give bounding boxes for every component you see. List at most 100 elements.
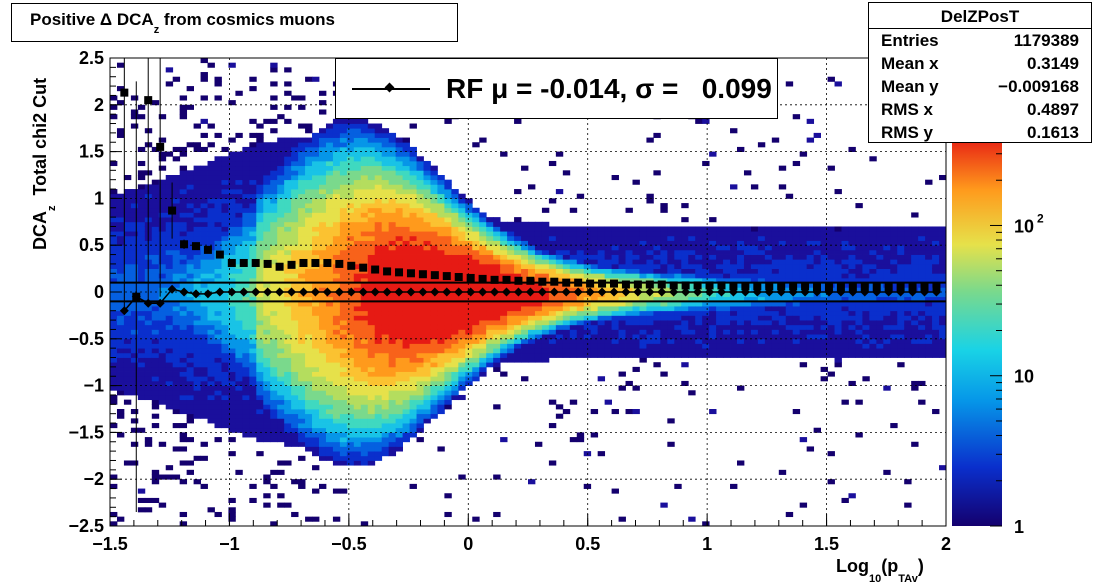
heatmap-bin (430, 352, 438, 358)
heatmap-bin (702, 160, 710, 167)
heatmap-bin (597, 254, 606, 260)
heatmap-bin (381, 273, 390, 279)
heatmap-bin (312, 203, 320, 209)
heatmap-bin (493, 292, 501, 298)
heatmap-bin (374, 277, 383, 284)
heatmap-bin (116, 273, 125, 279)
heatmap-bin (228, 511, 236, 518)
heatmap-bin (388, 259, 397, 265)
heatmap-bin (444, 193, 452, 199)
heatmap-bin (200, 352, 208, 358)
heatmap-bin (458, 226, 466, 232)
heatmap-bin (312, 282, 320, 288)
heatmap-bin (263, 493, 271, 499)
heatmap-bin (123, 385, 132, 391)
heatmap-bin (332, 343, 341, 349)
heatmap-bin (325, 427, 334, 433)
heatmap-bin (144, 343, 153, 349)
heatmap-bin (799, 277, 808, 284)
heatmap-bin (555, 320, 564, 326)
heatmap-bin (639, 296, 647, 302)
heatmap-bin (388, 310, 397, 316)
heatmap-bin (193, 142, 201, 148)
heatmap-bin (597, 324, 606, 330)
heatmap-bin (221, 179, 229, 185)
heatmap-bin (130, 287, 139, 293)
heatmap-bin (402, 423, 410, 429)
heatmap-bin (353, 240, 362, 246)
heatmap-bin (695, 259, 703, 265)
heatmap-bin (270, 62, 278, 68)
heatmap-bin (500, 254, 508, 260)
heatmap-bin (221, 156, 229, 162)
heatmap-bin (465, 352, 473, 358)
heatmap-bin (221, 189, 229, 195)
heatmap-bin (346, 207, 355, 213)
heatmap-bin (346, 329, 355, 335)
heatmap-bin (590, 263, 599, 269)
heatmap-bin (500, 315, 508, 321)
heatmap-bin (319, 329, 327, 335)
heatmap-bin (569, 259, 578, 265)
heatmap-bin (270, 198, 278, 204)
heatmap-bin (444, 357, 452, 363)
heatmap-bin (137, 371, 146, 377)
heatmap-bin (228, 418, 236, 424)
heatmap-bin (841, 282, 849, 288)
heatmap-bin (235, 371, 243, 377)
heatmap-bin (569, 324, 578, 330)
heatmap-bin (298, 404, 306, 410)
heatmap-bin (569, 437, 578, 443)
heatmap-bin (590, 259, 599, 265)
heatmap-bin (458, 217, 466, 223)
heatmap-bin (200, 343, 208, 349)
heatmap-bin (312, 348, 320, 354)
heatmap-bin (388, 146, 397, 152)
heatmap-bin (221, 273, 229, 279)
heatmap-bin (367, 394, 376, 401)
heatmap-bin (374, 235, 383, 241)
heatmap-bin (465, 245, 473, 251)
heatmap-bin (402, 137, 410, 143)
heatmap-bin (507, 287, 515, 293)
heatmap-bin (743, 277, 752, 284)
heatmap-bin (291, 310, 299, 316)
heatmap-bin (319, 409, 327, 415)
heatmap-bin (228, 62, 236, 68)
heatmap-bin (562, 240, 571, 246)
heatmap-bin (423, 189, 431, 195)
heatmap-bin (576, 226, 585, 232)
heatmap-bin (493, 259, 501, 265)
heatmap-bin (158, 376, 167, 382)
heatmap-bin (332, 324, 341, 330)
heatmap-bin (332, 460, 341, 466)
heatmap-bin (437, 296, 445, 302)
heatmap-bin (534, 310, 543, 316)
heatmap-bin (298, 277, 306, 284)
heatmap-bin (221, 268, 229, 274)
heatmap-bin (249, 385, 257, 391)
heatmap-bin (367, 249, 376, 255)
heatmap-bin (110, 104, 118, 110)
heatmap-bin (451, 343, 459, 349)
heatmap-bin (200, 413, 208, 419)
heatmap-bin (353, 282, 362, 288)
heatmap-bin (388, 394, 397, 401)
heatmap-bin (723, 282, 731, 288)
heatmap-bin (123, 268, 132, 274)
heatmap-bin (116, 320, 125, 326)
heatmap-bin (388, 366, 397, 372)
heatmap-bin (437, 268, 445, 274)
heatmap-bin (214, 132, 222, 138)
heatmap-bin (312, 413, 320, 419)
heatmap-bin (632, 277, 640, 284)
heatmap-bin (813, 132, 821, 138)
heatmap-bin (256, 132, 264, 138)
heatmap-bin (451, 306, 459, 312)
heatmap-bin (500, 249, 508, 255)
heatmap-bin (486, 329, 494, 335)
heatmap-bin (416, 376, 424, 382)
heatmap-bin (200, 207, 208, 213)
heatmap-bin (597, 301, 606, 307)
heatmap-bin (298, 240, 306, 246)
